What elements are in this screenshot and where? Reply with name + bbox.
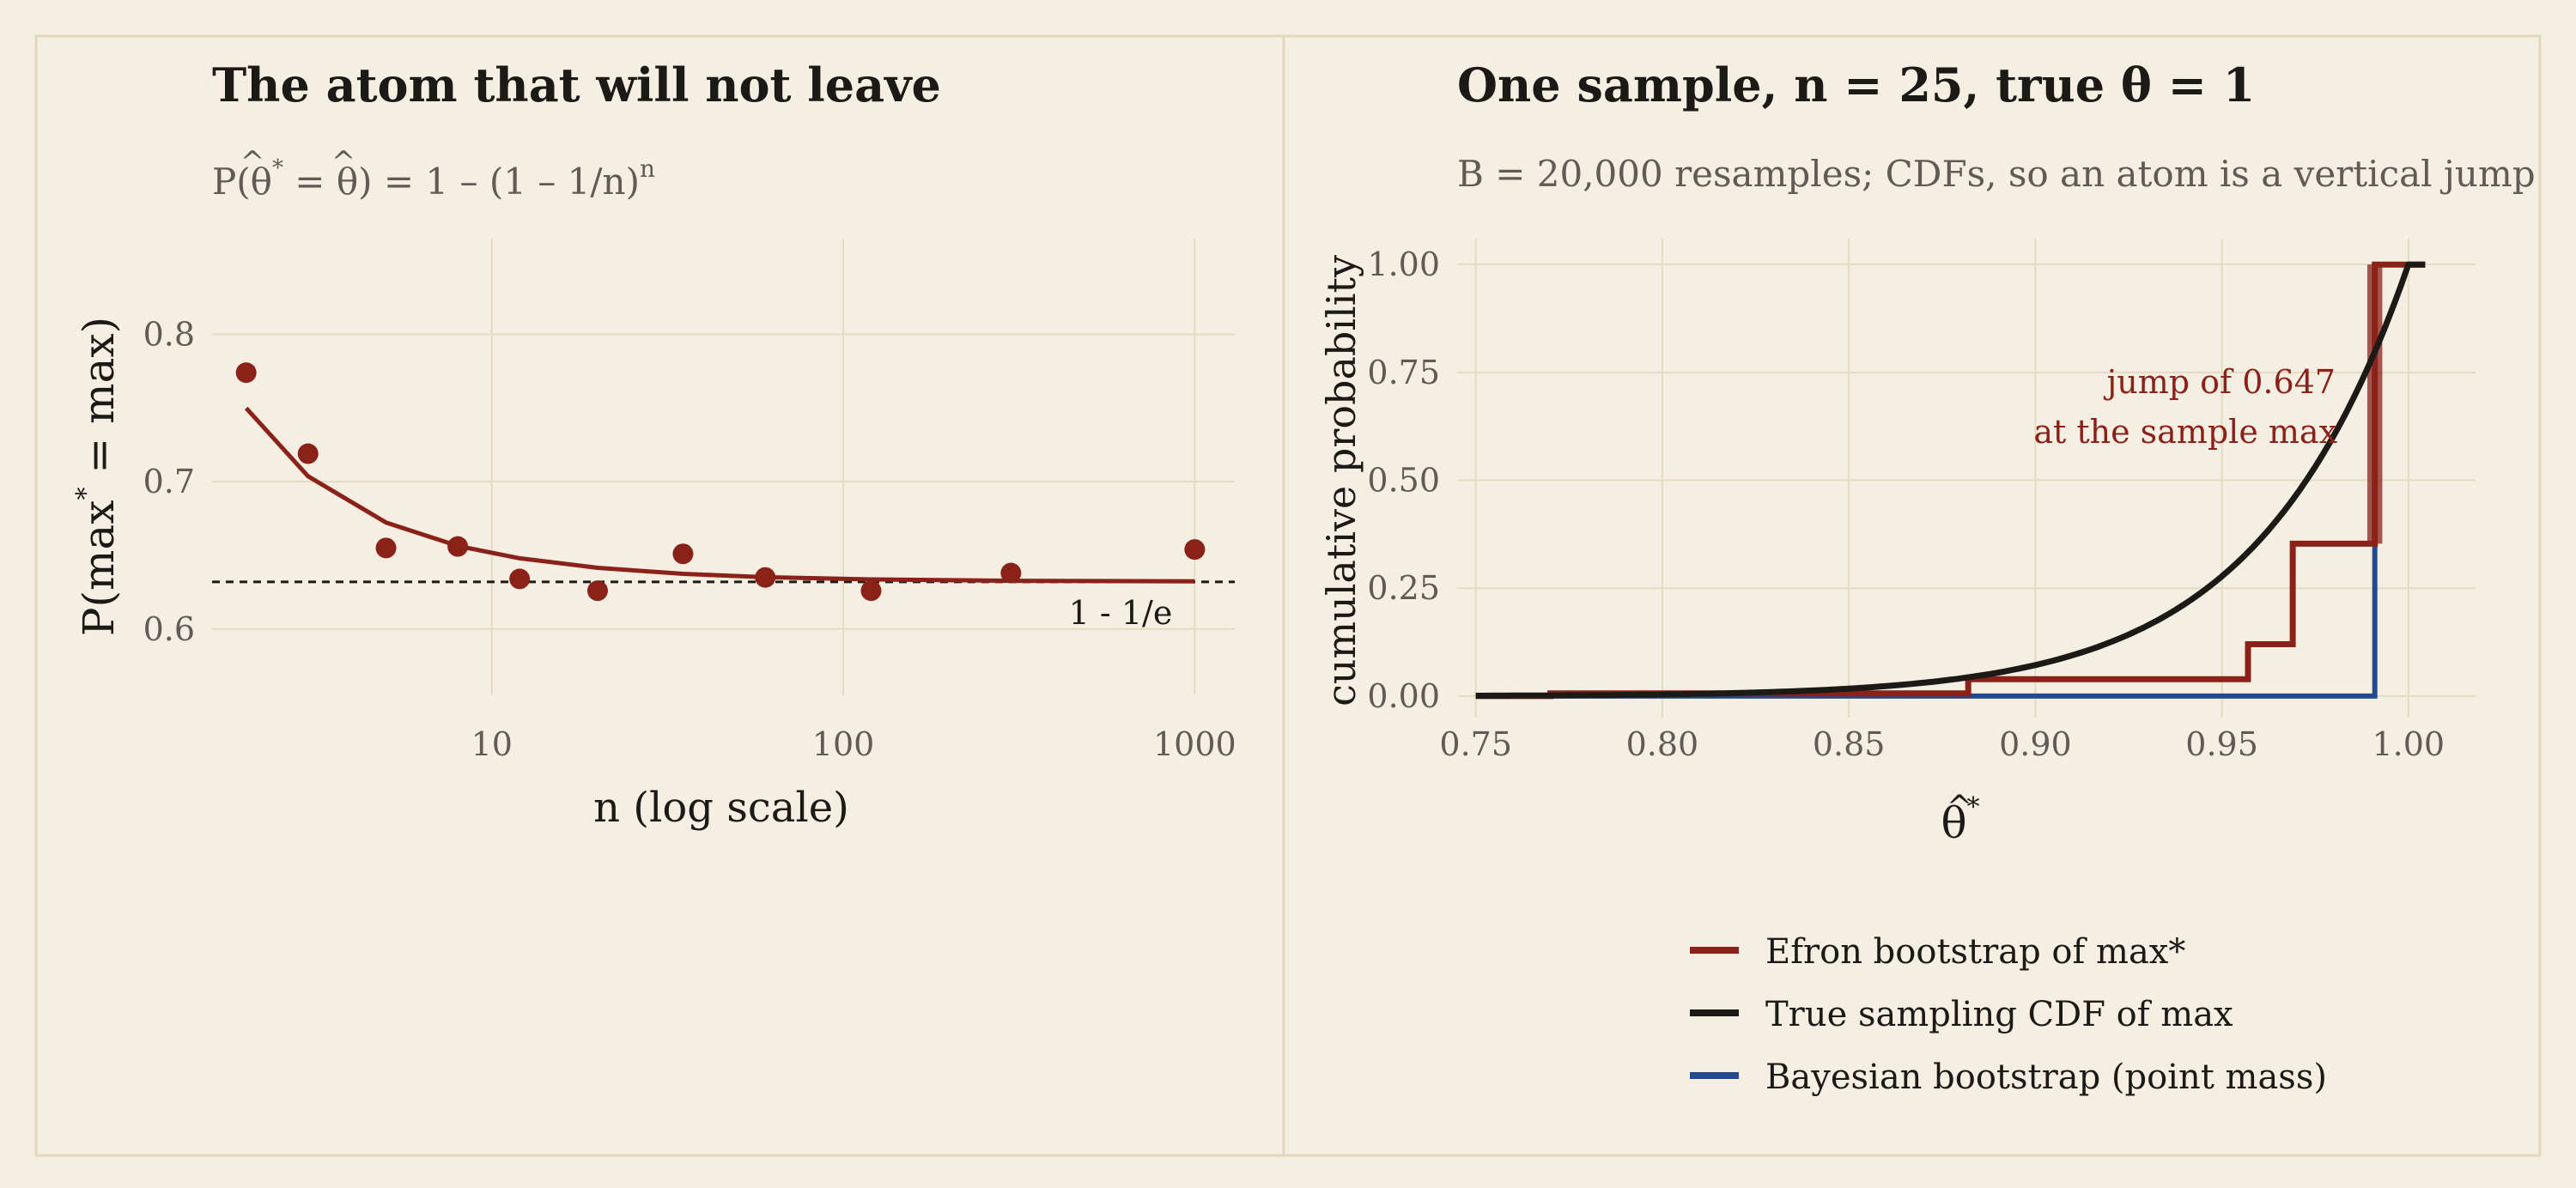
right-panel: One sample, n = 25, true θ = 1 B = 20,00… [1318, 58, 2536, 1097]
legend-label-true-cdf: True sampling CDF of max [1765, 995, 2233, 1034]
right-y-tick-label: 0.00 [1367, 677, 1440, 715]
left-ylabel: P(max* = max) [71, 317, 124, 636]
legend-label-efron: Efron bootstrap of max* [1765, 932, 2185, 972]
right-y-tick-label: 0.25 [1367, 569, 1440, 607]
data-point-5 [509, 568, 531, 590]
right-y-tick-label: 1.00 [1367, 245, 1440, 283]
data-point-2 [297, 443, 319, 464]
left-panel: The atom that will not leave P(θ* = θ) =… [71, 58, 1236, 832]
right-ylabel: cumulative probability [1318, 255, 1364, 706]
left-x-tick-label: 10 [471, 725, 513, 763]
right-x-tick-label: 0.95 [2185, 725, 2258, 763]
left-ylabel-star: * [71, 488, 101, 500]
right-x-tick-label: 0.75 [1439, 725, 1512, 763]
annotation-line-2: at the sample max [2033, 413, 2337, 451]
right-x-tick-label: 0.85 [1813, 725, 1886, 763]
data-point-1 [235, 362, 257, 384]
right-xlabel-symbol: θ [1941, 798, 1966, 848]
data-point-6 [586, 580, 608, 602]
outer-frame [34, 34, 2542, 1157]
left-ylabel-rest: = max) [74, 317, 124, 488]
right-y-tick-label: 0.75 [1367, 354, 1440, 391]
left-plot-area: 10 100 1000 0.6 0.7 0.8 [143, 239, 1236, 763]
reference-label: 1 - 1/e [1069, 594, 1173, 632]
left-subtitle-star: * [272, 155, 283, 181]
left-subtitle-hat-1: ^ [240, 145, 265, 179]
left-subtitle-exponent: n [640, 155, 655, 183]
data-point-9 [860, 580, 882, 602]
left-subtitle: P(θ* = θ) = 1 – (1 – 1/n)n [212, 155, 655, 203]
left-subtitle-theta: θ [337, 161, 358, 203]
left-x-tick-label: 1000 [1153, 725, 1236, 763]
theory-curve [244, 406, 1195, 584]
right-plot-area: 0.75 0.80 0.85 0.90 0.95 1.00 0.00 0.25 0.50 0.75… [1367, 239, 2476, 763]
left-subtitle-prefix: P( [212, 161, 251, 203]
left-y-tick-label: 0.7 [143, 463, 195, 500]
right-xlabel-star: * [1967, 792, 1980, 822]
left-y-tick-label: 0.6 [143, 610, 195, 648]
legend: Efron bootstrap of max* True sampling CD… [1690, 932, 2327, 1097]
data-point-8 [755, 567, 776, 588]
left-y-tick-label: 0.8 [143, 316, 195, 354]
data-point-11 [1184, 539, 1206, 561]
left-x-tick-label: 100 [812, 725, 875, 763]
right-x-tick-label: 0.80 [1626, 725, 1699, 763]
right-y-tick-label: 0.50 [1367, 462, 1440, 500]
left-title: The atom that will not leave [212, 58, 941, 112]
series-true-cdf [1475, 261, 2426, 699]
right-title: One sample, n = 25, true θ = 1 [1457, 58, 2255, 112]
left-subtitle-hat-2: ^ [331, 145, 356, 179]
right-x-tick-label: 0.90 [1999, 725, 2072, 763]
data-point-7 [672, 543, 694, 565]
right-xlabel: θ* [1941, 792, 1979, 848]
right-x-tick-label: 1.00 [2372, 725, 2445, 763]
left-xlabel: n (log scale) [593, 784, 849, 832]
data-point-4 [447, 536, 469, 557]
right-xlabel-hat: ^ [1947, 790, 1972, 825]
left-ylabel-main: P(max [74, 500, 124, 637]
left-subtitle-eq: = [283, 161, 337, 203]
annotation-line-1: jump of 0.647 [2103, 363, 2336, 401]
left-subtitle-theta-star: θ [251, 161, 272, 203]
data-point-10 [1000, 562, 1022, 584]
legend-label-bayes: Bayesian bootstrap (point mass) [1765, 1058, 2327, 1097]
right-subtitle: B = 20,000 resamples; CDFs, so an atom i… [1457, 153, 2536, 195]
data-point-3 [375, 537, 397, 559]
left-subtitle-rest: ) = 1 – (1 – 1/n) [358, 161, 640, 203]
